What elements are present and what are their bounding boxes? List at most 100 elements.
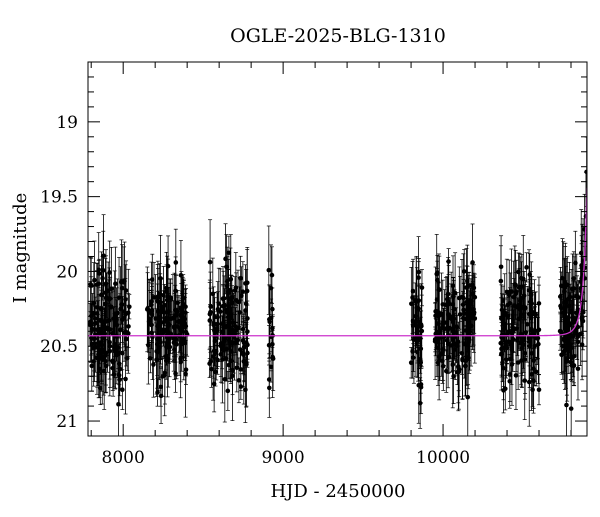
data-point [123,336,129,342]
data-point [417,400,423,406]
data-point [576,295,581,300]
data-point [100,268,106,273]
data-point [151,362,156,367]
data-point [183,371,188,377]
data-point [417,357,423,362]
data-point [116,401,121,407]
data-point [558,303,563,309]
data-point [165,356,170,361]
data-point [105,327,111,332]
data-point [228,349,234,354]
data-point [446,354,452,360]
data-point [149,308,155,314]
data-point [503,343,509,348]
data-point [158,339,163,345]
data-point [155,294,160,300]
data-point [233,297,239,303]
data-point [567,294,573,300]
data-point [94,282,100,287]
data-point [471,285,477,291]
data-point [109,286,114,292]
data-point [237,310,243,315]
data-point [530,387,535,393]
data-point [225,388,231,394]
data-point [224,346,229,352]
chart-title: OGLE-2025-BLG-1310 [230,25,446,47]
data-point [501,365,506,371]
x-tick-label: 9000 [261,448,304,468]
data-point [173,260,179,265]
data-point [445,341,451,347]
data-point [519,358,524,363]
data-point [415,324,420,329]
data-point [225,323,230,329]
data-point [416,319,422,324]
plot-frame [87,61,588,437]
data-point [571,286,577,291]
data-point [207,259,213,265]
data-point [243,387,248,393]
data-point [92,277,97,283]
data-point [174,342,179,347]
y-axis-label: I magnitude [10,193,31,304]
data-point [165,341,171,346]
data-point [446,259,451,264]
data-point [116,372,122,378]
data-point [96,271,102,276]
y-tick-label: 20.5 [40,337,78,357]
data-point [119,285,125,291]
axes: 8000 9000 10000 19 19.5 20 20.5 21 [40,61,588,468]
data-point [519,345,525,351]
data-point [440,363,446,369]
data-point [103,363,109,369]
data-point [92,327,97,332]
data-point [118,306,123,312]
data-point [102,331,108,337]
data-point [523,330,529,335]
x-axis-label: HJD - 2450000 [270,481,405,502]
data-point [100,275,105,281]
data-point [513,373,519,378]
data-point [110,330,115,336]
data-point [226,250,232,256]
data-point [472,294,478,300]
data-point [147,316,152,322]
data-point [164,289,169,295]
data-point [178,313,184,318]
data-points [88,136,587,436]
data-point [228,296,234,301]
data-point [463,358,469,363]
data-point [414,305,420,311]
data-point [465,306,470,312]
data-point [267,319,273,325]
data-point [419,323,424,329]
data-point [216,301,222,306]
data-point [266,342,272,348]
data-point [468,298,473,304]
data-point [410,355,416,360]
data-point [564,359,570,364]
data-point [150,277,155,282]
data-point [266,267,272,273]
data-point [123,288,129,293]
data-point [121,309,127,314]
data-point [536,341,541,347]
y-tick-label: 19.5 [40,188,78,208]
data-point [270,306,275,312]
x-tick-label: 10000 [416,448,470,468]
data-point [516,269,521,275]
data-point [243,361,249,367]
data-point [221,324,227,330]
data-point [562,343,568,349]
data-point [470,315,475,321]
data-point [528,292,534,297]
data-point [443,302,449,308]
data-point [237,347,243,352]
data-point [165,263,171,269]
data-point [500,319,506,325]
data-point [451,373,456,379]
x-tick-label: 8000 [102,448,145,468]
data-point [440,358,445,364]
data-point [504,289,510,295]
data-point [209,366,214,372]
